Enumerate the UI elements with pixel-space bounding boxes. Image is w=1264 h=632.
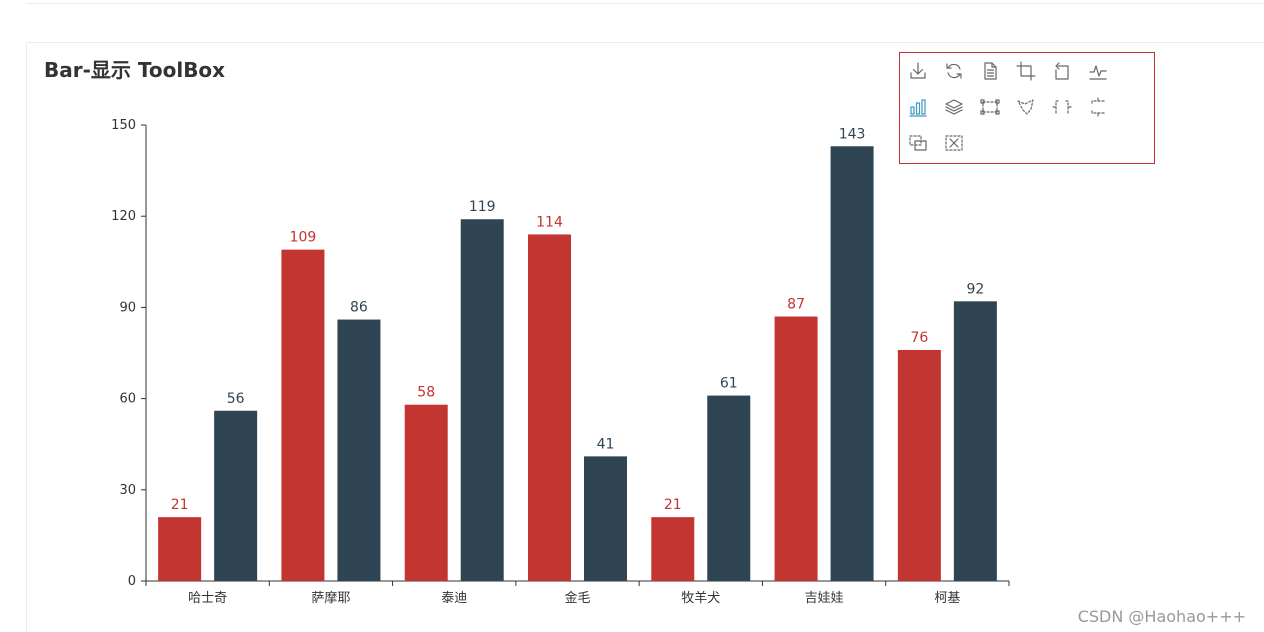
bar [404,404,448,581]
x-tick-label: 牧羊犬 [681,590,720,606]
stack-icon[interactable] [943,96,965,118]
bar [460,219,504,582]
y-tick-label: 120 [111,209,136,224]
download-icon[interactable] [907,60,929,82]
bar-value-label: 87 [787,297,805,313]
restore-icon[interactable] [943,60,965,82]
bar-value-label: 92 [966,281,984,297]
x-tick-label: 金毛 [564,590,590,606]
bar-value-label: 58 [417,385,435,401]
bar-value-label: 143 [839,126,866,142]
y-tick-label: 60 [119,392,136,407]
bar-value-label: 21 [664,497,682,513]
bar [158,517,202,581]
bar-value-label: 114 [536,214,563,230]
bar-value-label: 119 [469,199,496,215]
watermark: CSDN @Haohao+++ [1077,607,1246,626]
bar [774,316,818,581]
x-tick-label: 萨摩耶 [311,590,350,606]
bar [830,146,874,581]
bar [953,301,997,581]
y-tick-label: 30 [119,483,136,498]
bar-value-label: 61 [720,376,738,392]
y-tick-label: 0 [128,574,136,589]
bar-value-label: 76 [910,330,928,346]
bar [337,319,381,581]
bar-value-label: 21 [171,497,189,513]
rect-brush-icon[interactable] [979,96,1001,118]
bar [897,349,941,581]
chart-card [26,42,1264,632]
bar [584,456,627,581]
line-chart-icon[interactable] [1087,60,1109,82]
bar [651,517,695,581]
bar-value-label: 56 [227,391,245,407]
chart-title: Bar-显示 ToolBox [44,58,226,82]
bar [214,410,258,581]
y-tick-label: 90 [119,300,136,315]
bar [281,249,325,581]
clear-brush-icon[interactable] [943,132,965,154]
x-tick-label: 柯基 [934,591,960,606]
bar-value-label: 109 [290,230,317,246]
polygon-brush-icon[interactable] [1015,96,1037,118]
top-divider [26,0,1264,4]
bar-chart-icon[interactable] [907,96,929,118]
bar-value-label: 41 [597,436,615,452]
linex-brush-icon[interactable] [1051,96,1073,118]
data-zoom-icon[interactable] [1015,60,1037,82]
y-tick-label: 150 [111,118,136,133]
x-tick-label: 哈士奇 [188,590,227,606]
bar-value-label: 86 [350,300,368,316]
x-tick-label: 吉娃娃 [805,591,844,606]
bar [528,234,571,581]
data-view-icon[interactable] [979,60,1001,82]
bar [707,395,751,581]
x-tick-label: 泰迪 [441,591,467,606]
keep-brush-icon[interactable] [907,132,929,154]
liney-brush-icon[interactable] [1087,96,1109,118]
toolbox [899,52,1155,164]
zoom-back-icon[interactable] [1051,60,1073,82]
